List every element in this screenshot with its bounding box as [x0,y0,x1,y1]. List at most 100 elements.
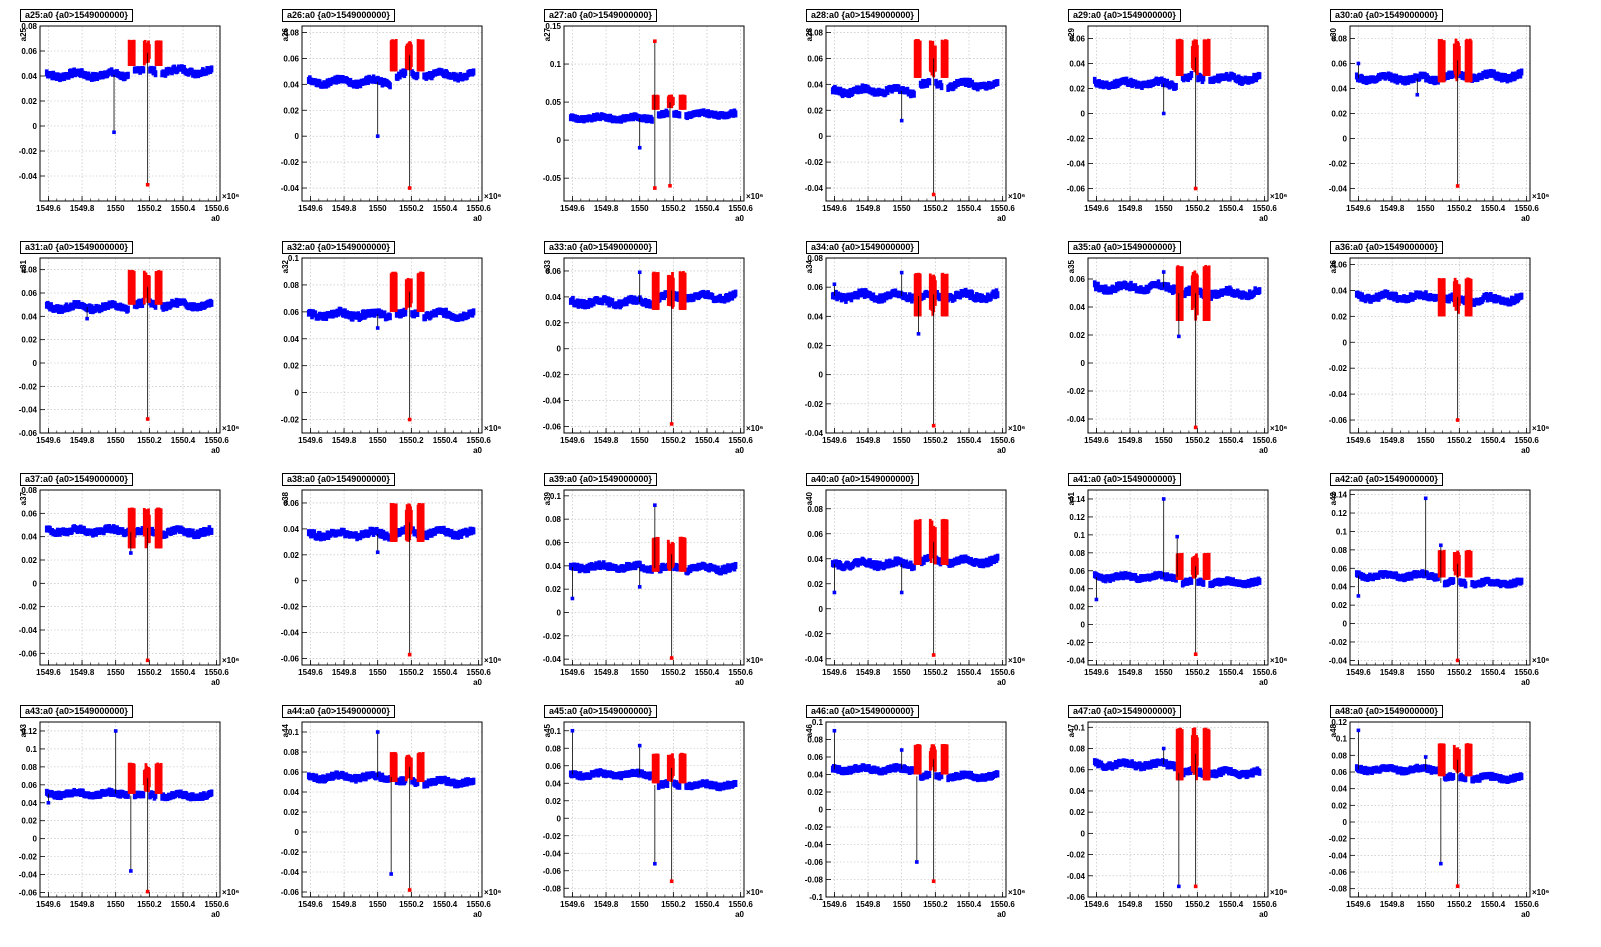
y-tick-label: -0.02 [281,416,300,425]
data-point [1442,549,1446,578]
x-tick-label: 1549.6 [560,436,585,445]
y-tick-label: 0.02 [545,319,561,328]
data-point [834,289,838,297]
x-tick-label: 1550.2 [923,204,948,213]
y-tick-label: 0.1 [288,728,300,737]
y-tick-label: -0.06 [19,889,38,898]
graph-panel-a45: -0.08 -0.06 -0.04 -0.02 0 0.02 0.04 0.06 0.08 0.1… [526,696,793,933]
plot-frame [563,721,745,898]
x-tick-label: 1549.6 [1346,436,1371,445]
data-point [671,97,675,106]
x-tick-label: 1550 [1155,436,1173,445]
x-tick-label: 1550 [107,900,125,909]
graph-plot: -0.06 -0.04 -0.02 0 0.02 0.04 0.06 0.08 0.1 0.12 1… [19,721,240,919]
x-axis-title: a0 [997,678,1006,687]
data-point [995,553,1000,561]
y-tick-label: -0.06 [543,423,562,432]
y-axis-title: a32 [281,259,290,273]
series-jump [913,39,949,78]
plot-frame [563,257,745,434]
x-tick-label: 1550.2 [923,668,948,677]
y-tick-label: -0.04 [281,868,300,877]
y-tick-label: 0.06 [21,289,37,298]
x-tick-label: 1550.4 [695,900,720,909]
x-tick-label: 1549.8 [332,900,357,909]
x-tick-label: 1550.2 [399,436,424,445]
y-tick-label: 0.06 [21,781,37,790]
x-exponent-label: ×10⁶ [746,656,764,665]
graph-panel-a42: -0.04 -0.02 0 0.02 0.04 0.06 0.08 0.1 0.12 0.14 15… [1312,464,1579,701]
y-axis-title: a33 [543,259,552,273]
outlier-point [1193,425,1198,430]
y-tick-label: 0 [33,359,38,368]
graph-plot: -0.05 0 0.05 0.1 0.15 1549.6 1549.8 1550 1550.2 1… [543,22,764,223]
y-tick-label: -0.06 [281,655,300,664]
graph-plot: -0.06 -0.04 -0.02 0 0.02 0.04 0.06 0.08 1549.6 15… [19,486,240,687]
graph-plot: -0.04 -0.02 0 0.02 0.04 0.06 0.08 1549.6 1549.8 1… [805,25,1026,223]
y-tick-label: 0.04 [21,312,37,321]
y-tick-label: 0.1 [26,745,38,754]
outlier-point [653,503,657,507]
y-tick-label: 0 [1081,110,1086,119]
x-tick-label: 1549.8 [856,436,881,445]
x-tick-label: 1550 [107,204,125,213]
data-point [733,779,738,787]
graph-title: a34:a0 {a0>1549000000} [806,241,919,254]
x-tick-label: 1550.4 [957,204,982,213]
data-point [1092,280,1097,288]
x-tick-label: 1549.8 [856,668,881,677]
data-point [945,273,949,317]
graph-plot: -0.06 -0.04 -0.02 0 0.02 0.04 0.06 1549.6 1549.8… [1067,25,1288,223]
y-tick-label: 0.06 [1069,275,1085,284]
data-point [656,95,660,110]
plot-frame [825,25,1007,202]
data-point [403,309,408,317]
x-tick-label: 1550.6 [990,668,1015,677]
data-point [1519,68,1524,76]
y-tick-label: 0 [33,835,38,844]
x-tick-label: 1549.6 [36,204,61,213]
outlier-point [407,417,412,422]
outlier-point [931,192,936,197]
y-tick-label: -0.04 [805,429,824,438]
y-tick-label: 0.1 [288,254,300,263]
data-point [933,280,937,306]
y-tick-label: 0.04 [807,80,823,89]
y-tick-label: -0.02 [1329,160,1348,169]
x-axis-title: a0 [735,214,744,223]
series-jump [389,752,425,782]
x-tick-label: 1549.8 [1380,668,1405,677]
outlier-point [637,585,642,589]
x-tick-label: 1550 [369,204,387,213]
series-jump [127,507,163,549]
y-tick-label: 0.1 [1074,531,1086,540]
series-stable [830,287,1000,304]
data-point [159,508,163,549]
x-axis-title: a0 [1259,446,1268,455]
x-exponent-label: ×10⁶ [484,888,502,897]
y-tick-label: 0 [33,579,38,588]
series-jump [127,269,163,305]
x-tick-label: 1550 [1417,204,1435,213]
x-tick-label: 1550.2 [661,436,686,445]
y-axis-title: a44 [281,723,290,737]
outlier-point [1455,418,1460,422]
y-tick-label: 0.02 [1069,331,1085,340]
y-tick-label: 0.04 [21,533,37,542]
x-tick-label: 1549.8 [1118,204,1143,213]
y-tick-label: 0 [1081,359,1086,368]
y-tick-label: -0.04 [281,629,300,638]
x-tick-label: 1549.8 [1380,204,1405,213]
outlier-point [570,596,575,601]
data-point [945,40,949,78]
x-tick-label: 1550 [369,900,387,909]
y-tick-label: 0.04 [545,562,561,571]
y-tick-label: -0.06 [543,867,562,876]
x-tick-label: 1549.8 [1118,668,1143,677]
graph-plot: -0.04 -0.02 0 0.02 0.04 0.06 0.08 0.1 0.12 0.14 15… [1329,489,1550,687]
data-point [132,39,136,66]
data-point [1513,297,1517,305]
graph-title: a31:a0 {a0>1549000000} [20,241,133,254]
data-point [126,305,130,313]
